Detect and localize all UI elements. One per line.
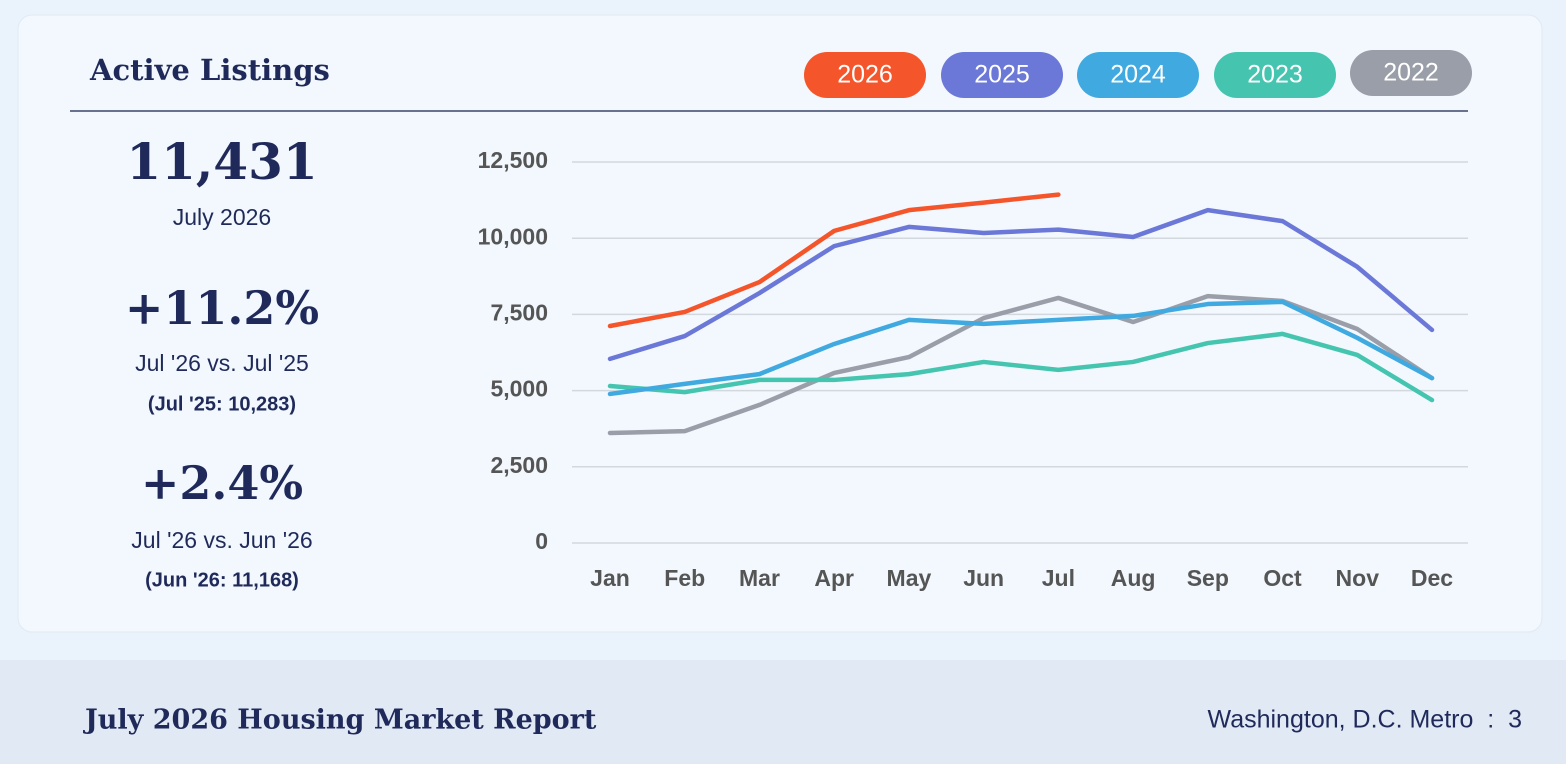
stat-value: +11.2% <box>125 281 319 335</box>
card <box>17 14 1543 633</box>
footer-band <box>0 660 1566 764</box>
x-tick-label: Aug <box>1111 565 1156 591</box>
x-tick-label: Sep <box>1187 565 1229 591</box>
y-tick-label: 10,000 <box>478 223 548 249</box>
legend-label: 2022 <box>1383 59 1439 87</box>
legend-pill <box>1214 52 1336 98</box>
chart-title: Active Listings <box>89 53 330 87</box>
stat-label: Jul '26 vs. Jul '25 <box>135 350 309 376</box>
stat-value: +2.4% <box>141 456 303 510</box>
x-tick-label: Oct <box>1263 565 1302 591</box>
footer-location: Washington, D.C. Metro : 3 <box>1208 706 1522 734</box>
stats: 11,431 July 2026 +11.2% Jul '26 vs. Jul … <box>125 132 319 591</box>
x-tick-label: Apr <box>814 565 854 591</box>
y-tick-label: 12,500 <box>478 147 548 173</box>
y-tick-label: 0 <box>535 528 548 554</box>
footer-title: July 2026 Housing Market Report <box>83 705 597 736</box>
legend-label: 2023 <box>1247 61 1303 89</box>
legend-label: 2024 <box>1110 61 1166 89</box>
series-line <box>607 207 1435 362</box>
series-line <box>607 331 1435 403</box>
legend-pill <box>1077 52 1199 98</box>
x-tick-label: Jul <box>1042 565 1075 591</box>
stat-label: Jul '26 vs. Jun '26 <box>131 527 312 553</box>
legend-label: 2025 <box>974 61 1030 89</box>
x-tick-label: Dec <box>1411 565 1453 591</box>
stat-note: (Jun '26: 11,168) <box>145 569 299 591</box>
legend-pill <box>941 52 1063 98</box>
y-tick-label: 7,500 <box>490 299 548 325</box>
stat-label: July 2026 <box>173 204 271 230</box>
x-tick-label: Feb <box>664 565 705 591</box>
legend-label: 2026 <box>837 61 893 89</box>
x-tick-label: Jun <box>963 565 1004 591</box>
series-line <box>607 192 1061 329</box>
stat-note: (Jul '25: 10,283) <box>148 393 296 415</box>
x-tick-label: Jan <box>590 565 630 591</box>
legend-pill <box>804 52 926 98</box>
x-tick-label: Nov <box>1336 565 1380 591</box>
x-tick-label: May <box>887 565 932 591</box>
y-tick-label: 5,000 <box>490 376 548 402</box>
x-tick-label: Mar <box>739 565 780 591</box>
y-tick-label: 2,500 <box>490 452 548 478</box>
series-line <box>607 299 1435 397</box>
legend-pill <box>1350 50 1472 96</box>
stat-value: 11,431 <box>126 132 317 191</box>
